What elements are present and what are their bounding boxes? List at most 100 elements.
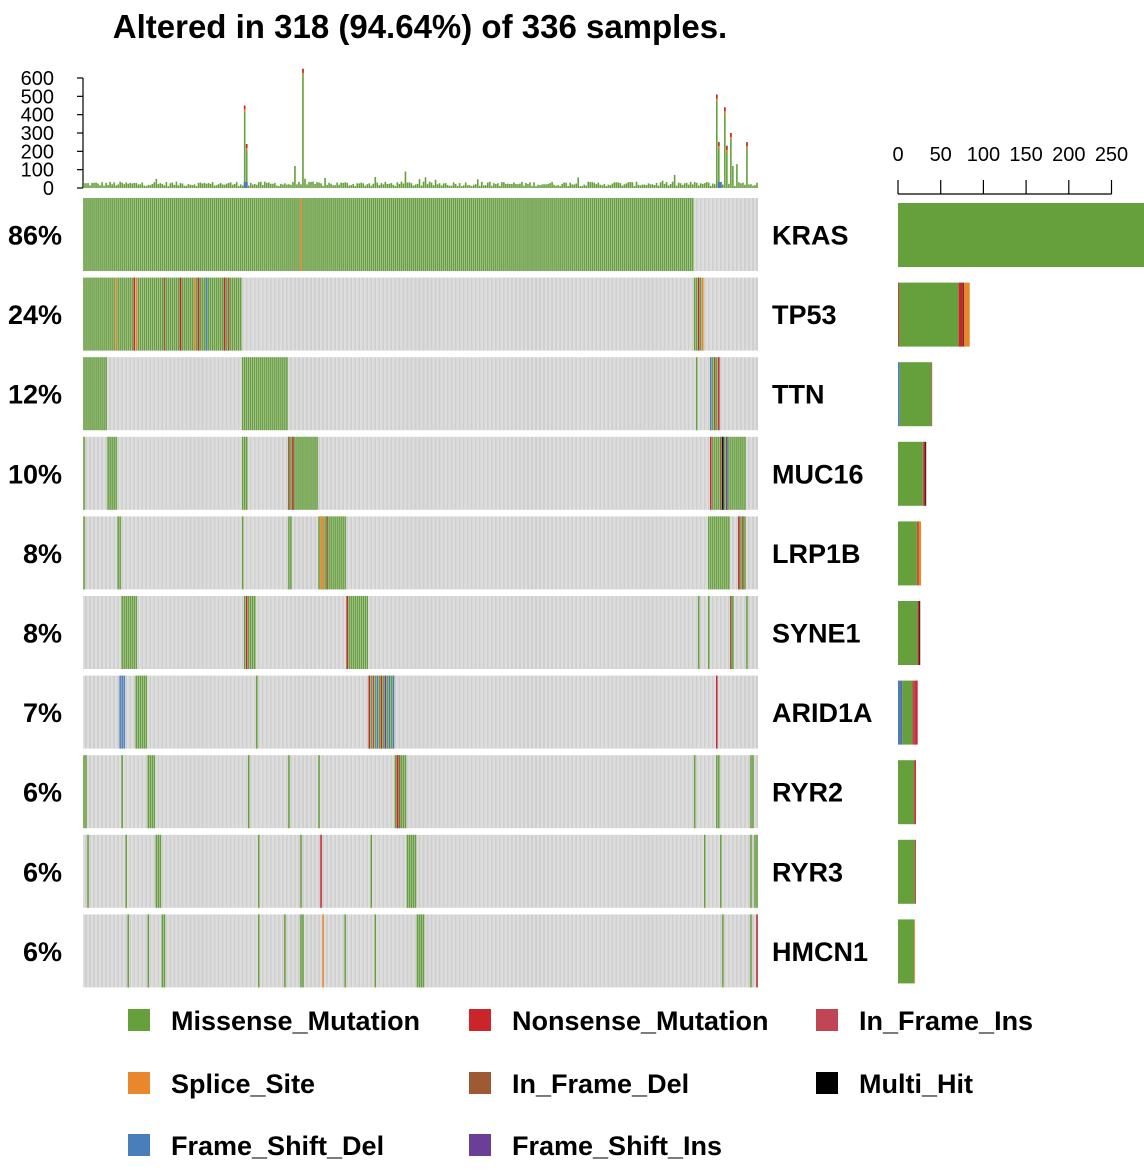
mutation-cell — [217, 198, 220, 271]
empty-cell — [376, 277, 379, 351]
empty-cell — [334, 436, 337, 510]
empty-cell — [430, 596, 433, 669]
mutation-cell — [111, 277, 113, 351]
empty-cell — [422, 357, 425, 431]
empty-cell — [526, 755, 529, 829]
empty-cell — [631, 436, 634, 510]
mutation-cell — [135, 675, 137, 749]
empty-cell — [524, 914, 527, 988]
mutation-cell — [173, 277, 176, 351]
empty-cell — [344, 596, 347, 669]
tmb-bar — [655, 182, 658, 188]
tmb-bar — [515, 183, 517, 188]
variant-cell — [398, 755, 401, 829]
empty-cell — [452, 914, 455, 988]
empty-cell — [565, 277, 568, 351]
mutation-cell — [639, 198, 642, 271]
empty-cell — [565, 357, 568, 431]
empty-cell — [717, 834, 720, 908]
mutation-cell — [85, 755, 87, 829]
tmb-bar-nonsense — [724, 107, 726, 112]
empty-cell — [530, 914, 533, 988]
empty-cell — [667, 277, 670, 351]
empty-cell — [629, 675, 632, 749]
tmb-bar — [639, 185, 642, 188]
empty-cell — [314, 596, 317, 669]
tmb-bar — [663, 183, 666, 188]
empty-cell — [518, 914, 521, 988]
empty-cell — [135, 755, 138, 829]
tmb-bar — [734, 185, 736, 188]
mutation-cell — [693, 277, 696, 351]
empty-cell — [151, 675, 154, 749]
empty-cell — [169, 914, 172, 988]
empty-cell — [249, 914, 252, 988]
mutation-cell — [97, 357, 99, 431]
empty-cell — [426, 357, 429, 431]
empty-cell — [683, 357, 686, 431]
empty-cell — [557, 436, 560, 510]
empty-cell — [512, 277, 515, 351]
tmb-bar — [197, 182, 200, 188]
mutation-cell — [559, 198, 561, 271]
empty-cell — [344, 277, 347, 351]
empty-cell — [689, 436, 692, 510]
empty-cell — [452, 277, 455, 351]
empty-cell — [215, 596, 218, 669]
empty-cell — [342, 277, 345, 351]
empty-cell — [364, 357, 367, 431]
empty-cell — [743, 277, 746, 351]
gene-name-label: LRP1B — [772, 539, 861, 569]
empty-cell — [595, 357, 598, 431]
empty-cell — [358, 436, 361, 510]
tmb-bar — [679, 183, 682, 188]
empty-cell — [653, 675, 656, 749]
empty-cell — [619, 596, 622, 669]
empty-cell — [165, 596, 168, 669]
mutation-cell — [555, 198, 557, 271]
mutation-cell — [553, 198, 555, 271]
empty-cell — [625, 436, 628, 510]
empty-cell — [535, 914, 538, 988]
empty-cell — [587, 357, 590, 431]
empty-cell — [350, 675, 353, 749]
mutation-cell — [159, 834, 162, 908]
empty-cell — [555, 596, 558, 669]
empty-cell — [651, 516, 654, 590]
empty-cell — [416, 277, 419, 351]
mutation-cell — [187, 277, 190, 351]
mutation-cell — [276, 198, 278, 271]
empty-cell — [85, 834, 88, 908]
mutation-cell — [256, 357, 258, 431]
mutation-cell — [103, 198, 105, 271]
empty-cell — [719, 596, 722, 669]
tmb-bar — [466, 185, 469, 188]
tmb-bar — [386, 183, 389, 188]
empty-cell — [524, 596, 527, 669]
empty-cell — [563, 834, 566, 908]
empty-cell — [285, 436, 288, 510]
empty-cell — [444, 357, 447, 431]
mutation-cell — [326, 198, 328, 271]
empty-cell — [673, 436, 676, 510]
empty-cell — [695, 198, 698, 271]
empty-cell — [316, 755, 319, 829]
mutation-cell — [231, 277, 234, 351]
mutation-cell — [252, 357, 254, 431]
empty-cell — [105, 675, 108, 749]
empty-cell — [432, 834, 435, 908]
empty-cell — [215, 516, 218, 590]
empty-cell — [510, 914, 513, 988]
empty-cell — [201, 516, 204, 590]
empty-cell — [265, 436, 268, 510]
empty-cell — [135, 516, 138, 590]
empty-cell — [245, 914, 248, 988]
empty-cell — [410, 675, 413, 749]
mutation-cell — [296, 198, 298, 271]
empty-cell — [697, 357, 700, 431]
tmb-bar — [328, 182, 330, 188]
mutation-cell — [127, 198, 129, 271]
mutation-cell — [117, 516, 119, 590]
mutation-cell — [83, 198, 85, 271]
mutation-cell — [85, 277, 87, 351]
